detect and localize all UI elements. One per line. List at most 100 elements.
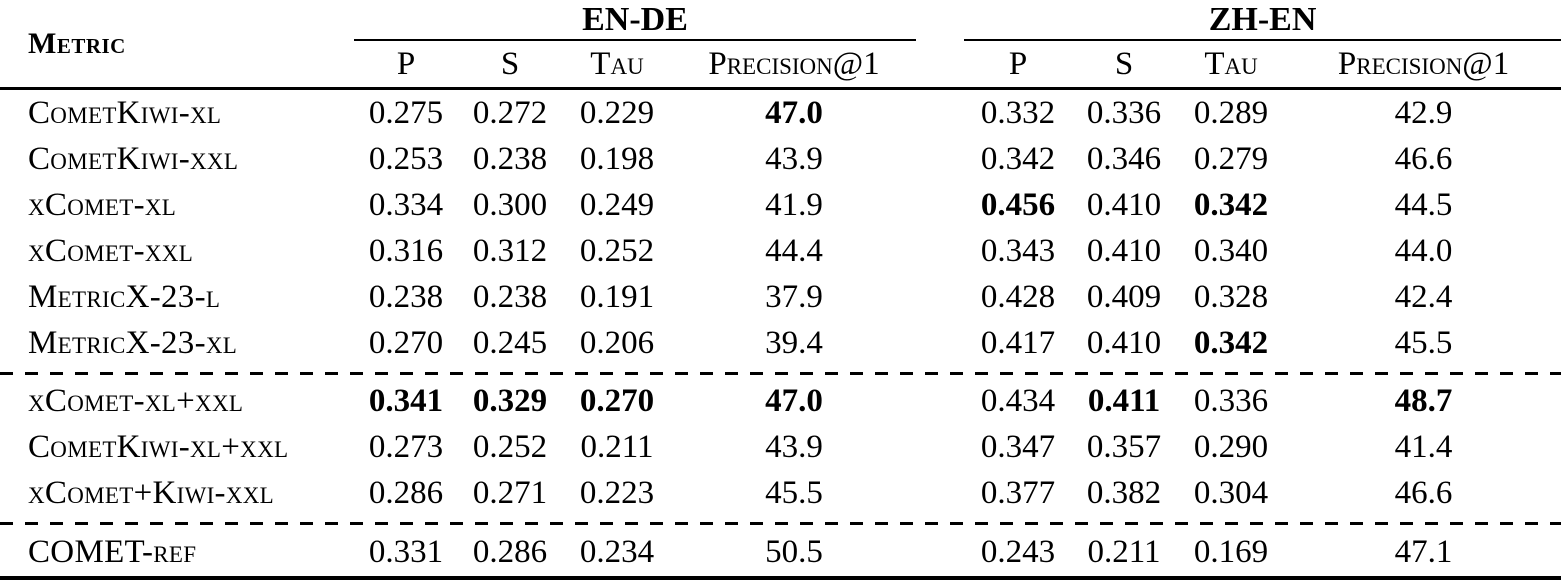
metric-name: CometKiwi-xl <box>28 94 222 131</box>
cell-en-de-s: 0.238 <box>472 140 548 177</box>
cell-zh-en-precision1: 45.5 <box>1394 324 1453 361</box>
cell-zh-en-precision1: 44.5 <box>1394 186 1453 223</box>
column-gap <box>916 274 964 320</box>
table-row: MetricX-23-xl 0.270 0.245 0.206 39.4 0.4… <box>0 320 1561 366</box>
table-row: xComet+Kiwi-xxl 0.286 0.271 0.223 45.5 0… <box>0 470 1561 516</box>
cell-zh-en-s: 0.346 <box>1086 140 1162 177</box>
cell-en-de-s: 0.272 <box>472 94 548 131</box>
cell-en-de-tau: 0.249 <box>579 186 655 223</box>
cell-zh-en-p: 0.377 <box>980 474 1056 511</box>
cell-en-de-p: 0.341 <box>368 382 444 419</box>
column-gap <box>916 470 964 516</box>
cell-en-de-s: 0.252 <box>472 428 548 465</box>
cell-zh-en-s: 0.409 <box>1086 278 1162 315</box>
cell-en-de-tau: 0.211 <box>580 428 654 465</box>
cell-en-de-s: 0.329 <box>472 382 548 419</box>
cell-zh-en-tau: 0.342 <box>1193 186 1269 223</box>
cell-en-de-p: 0.253 <box>368 140 444 177</box>
cell-zh-en-precision1: 42.4 <box>1394 278 1453 315</box>
cell-en-de-precision1: 41.9 <box>765 186 823 223</box>
cell-en-de-precision1: 39.4 <box>765 324 823 361</box>
cell-en-de-tau: 0.223 <box>579 474 655 511</box>
cell-zh-en-precision1: 46.6 <box>1394 474 1453 511</box>
cell-zh-en-p: 0.347 <box>980 428 1056 465</box>
section-separator <box>0 516 1561 528</box>
cell-zh-en-tau: 0.304 <box>1193 474 1269 511</box>
cell-zh-en-p: 0.343 <box>980 232 1056 269</box>
metric-name: xComet-xxl <box>28 232 194 269</box>
metric-name: xComet-xl <box>28 186 177 223</box>
cell-en-de-p: 0.331 <box>354 528 458 580</box>
cell-zh-en-p: 0.434 <box>980 382 1056 419</box>
group-header-zh-en: ZH-EN <box>964 0 1561 41</box>
col-header-en-de-s: S <box>458 40 562 90</box>
cell-en-de-tau: 0.198 <box>579 140 655 177</box>
cell-zh-en-precision1: 48.7 <box>1394 382 1453 419</box>
metric-name: MetricX-23-xl <box>28 324 238 361</box>
cell-en-de-s: 0.271 <box>472 474 548 511</box>
table-row: MetricX-23-l 0.238 0.238 0.191 37.9 0.42… <box>0 274 1561 320</box>
cell-en-de-tau: 0.191 <box>579 278 655 315</box>
cell-en-de-s: 0.312 <box>472 232 548 269</box>
metric-name: xComet-xl+xxl <box>28 382 244 419</box>
cell-en-de-tau: 0.252 <box>579 232 655 269</box>
col-header-zh-en-precision1: Precision@1 <box>1286 40 1561 90</box>
cell-zh-en-p: 0.428 <box>980 278 1056 315</box>
table-row: CometKiwi-xxl 0.253 0.238 0.198 43.9 0.3… <box>0 136 1561 182</box>
cell-en-de-precision1: 44.4 <box>765 232 823 269</box>
cell-en-de-p: 0.286 <box>368 474 444 511</box>
cell-zh-en-p: 0.243 <box>964 528 1073 580</box>
group-header-en-de: EN-DE <box>354 0 917 41</box>
cell-en-de-p: 0.275 <box>368 94 444 131</box>
metric-name: xComet+Kiwi-xxl <box>28 474 275 511</box>
cell-en-de-s: 0.286 <box>458 528 562 580</box>
cell-zh-en-p: 0.456 <box>980 186 1056 223</box>
cell-zh-en-tau: 0.279 <box>1193 140 1269 177</box>
cell-en-de-tau: 0.229 <box>579 94 655 131</box>
cell-zh-en-tau: 0.340 <box>1193 232 1269 269</box>
cell-zh-en-precision1: 46.6 <box>1394 140 1453 177</box>
metric-name: MetricX-23-l <box>28 278 221 315</box>
cell-en-de-p: 0.270 <box>368 324 444 361</box>
column-gap <box>916 182 964 228</box>
table-row: xComet-xl+xxl 0.341 0.329 0.270 47.0 0.4… <box>0 378 1561 424</box>
column-gap <box>916 424 964 470</box>
cell-zh-en-precision1: 47.1 <box>1286 528 1561 580</box>
column-gap <box>916 320 964 366</box>
col-header-zh-en-s: S <box>1072 40 1177 90</box>
cell-zh-en-tau: 0.342 <box>1193 324 1269 361</box>
cell-zh-en-s: 0.357 <box>1086 428 1162 465</box>
cell-en-de-precision1: 50.5 <box>672 528 917 580</box>
cell-zh-en-precision1: 44.0 <box>1394 232 1453 269</box>
cell-zh-en-s: 0.411 <box>1087 382 1161 419</box>
cell-en-de-p: 0.316 <box>368 232 444 269</box>
section-separator <box>0 366 1561 378</box>
cell-zh-en-p: 0.342 <box>980 140 1056 177</box>
cell-zh-en-p: 0.417 <box>980 324 1056 361</box>
table-row: COMET-ref 0.331 0.286 0.234 50.5 0.243 0… <box>0 528 1561 580</box>
table-row: xComet-xl 0.334 0.300 0.249 41.9 0.456 0… <box>0 182 1561 228</box>
column-gap <box>916 228 964 274</box>
col-header-zh-en-tau: Tau <box>1176 40 1287 90</box>
cell-zh-en-s: 0.410 <box>1086 186 1162 223</box>
column-gap <box>916 89 964 137</box>
cell-en-de-precision1: 43.9 <box>765 428 823 465</box>
cell-zh-en-s: 0.410 <box>1086 324 1162 361</box>
cell-en-de-tau: 0.234 <box>562 528 672 580</box>
metric-name: COMET-ref <box>0 528 354 580</box>
table-row: CometKiwi-xl+xxl 0.273 0.252 0.211 43.9 … <box>0 424 1561 470</box>
cell-zh-en-tau: 0.290 <box>1193 428 1269 465</box>
col-header-zh-en-p: P <box>964 40 1073 90</box>
cell-zh-en-tau: 0.328 <box>1193 278 1269 315</box>
cell-zh-en-s: 0.336 <box>1086 94 1162 131</box>
cell-zh-en-s: 0.410 <box>1086 232 1162 269</box>
table-row: CometKiwi-xl 0.275 0.272 0.229 47.0 0.33… <box>0 89 1561 137</box>
cell-en-de-p: 0.273 <box>368 428 444 465</box>
cell-en-de-s: 0.245 <box>472 324 548 361</box>
cell-zh-en-tau: 0.289 <box>1193 94 1269 131</box>
cell-zh-en-s: 0.211 <box>1072 528 1177 580</box>
cell-zh-en-tau: 0.336 <box>1193 382 1269 419</box>
table-row: xComet-xxl 0.316 0.312 0.252 44.4 0.343 … <box>0 228 1561 274</box>
cell-en-de-tau: 0.206 <box>579 324 655 361</box>
metric-column-header: Metric <box>0 0 354 90</box>
